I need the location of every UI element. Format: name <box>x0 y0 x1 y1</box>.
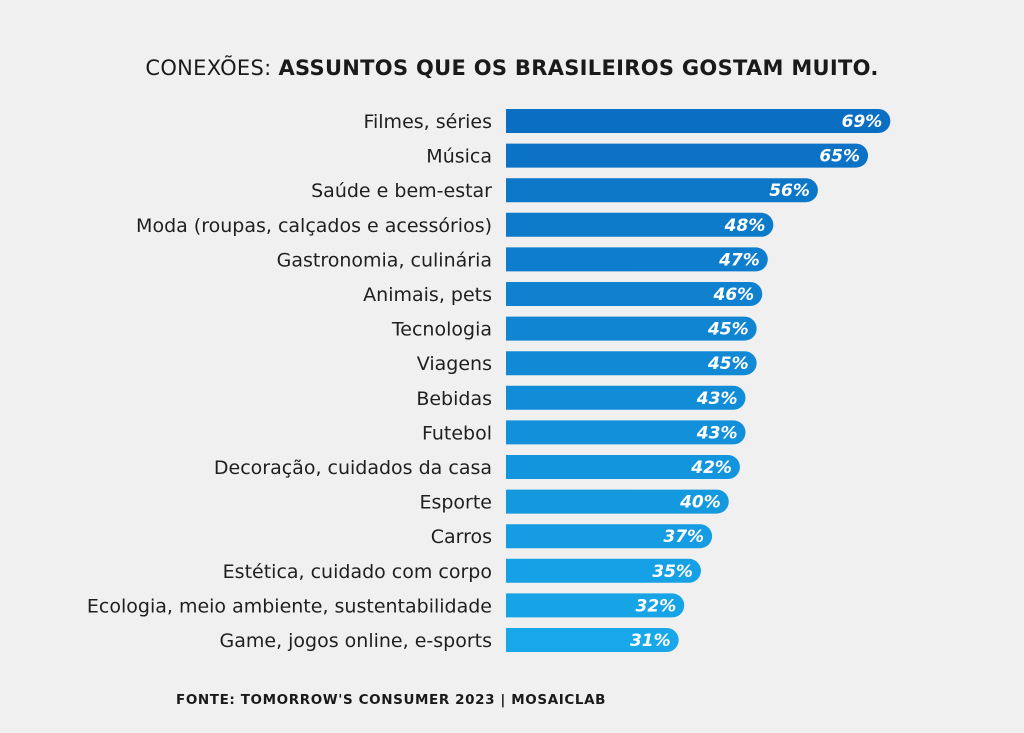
bar-14 <box>506 558 701 583</box>
category-label-14: Estética, cuidado com corpo <box>223 561 492 583</box>
category-label-10: Futebol <box>422 422 492 444</box>
category-label-15: Ecologia, meio ambiente, sustentabilidad… <box>87 595 492 617</box>
bar-13 <box>506 524 713 549</box>
bar-7 <box>506 316 757 341</box>
value-label-1: 69% <box>842 112 883 132</box>
chart-title: CONEXÕES: ASSUNTOS QUE OS BRASILEIROS GO… <box>0 56 1024 80</box>
value-label-7: 45% <box>707 320 749 340</box>
value-label-9: 43% <box>696 389 738 409</box>
category-label-7: Tecnologia <box>391 319 492 341</box>
bar-8 <box>506 351 757 376</box>
bar-6 <box>506 282 763 306</box>
category-label-2: Música <box>426 146 492 168</box>
value-label-4: 48% <box>724 216 766 236</box>
value-label-14: 35% <box>652 562 693 582</box>
value-label-13: 37% <box>663 527 704 547</box>
bar-11 <box>506 455 740 479</box>
bar-16 <box>506 628 679 652</box>
value-label-5: 47% <box>718 250 760 270</box>
value-label-2: 65% <box>819 147 860 167</box>
category-label-1: Filmes, séries <box>363 111 492 133</box>
category-label-16: Game, jogos online, e-sports <box>220 630 493 652</box>
value-label-11: 42% <box>690 458 732 478</box>
value-label-3: 56% <box>769 181 810 201</box>
bar-4 <box>506 212 774 237</box>
category-label-11: Decoração, cuidados da casa <box>214 457 492 479</box>
value-label-8: 45% <box>707 354 749 374</box>
source-note: FONTE: TOMORROW'S CONSUMER 2023 | MOSAIC… <box>176 692 607 708</box>
bar-15 <box>506 593 685 618</box>
bar-2 <box>506 143 869 168</box>
category-label-5: Gastronomia, culinária <box>277 249 492 271</box>
chart-title-prefix: CONEXÕES: <box>145 56 272 80</box>
category-label-9: Bebidas <box>416 388 492 410</box>
bar-9 <box>506 385 746 410</box>
category-label-3: Saúde e bem-estar <box>311 180 492 202</box>
bar-3 <box>506 178 818 203</box>
value-label-6: 46% <box>713 285 755 305</box>
category-label-13: Carros <box>431 526 492 548</box>
bar-12 <box>506 489 729 514</box>
value-label-15: 32% <box>636 596 677 616</box>
value-label-10: 43% <box>696 423 738 443</box>
bar-1 <box>506 109 891 133</box>
category-label-8: Viagens <box>417 353 492 375</box>
category-label-6: Animais, pets <box>363 284 492 306</box>
chart-title-main: ASSUNTOS QUE OS BRASILEIROS GOSTAM MUITO… <box>278 56 879 80</box>
value-label-12: 40% <box>679 493 721 513</box>
value-label-16: 31% <box>630 631 671 651</box>
bar-10 <box>506 420 746 445</box>
bar-5 <box>506 247 768 272</box>
category-label-12: Esporte <box>419 492 492 514</box>
category-label-4: Moda (roupas, calçados e acessórios) <box>136 215 492 237</box>
